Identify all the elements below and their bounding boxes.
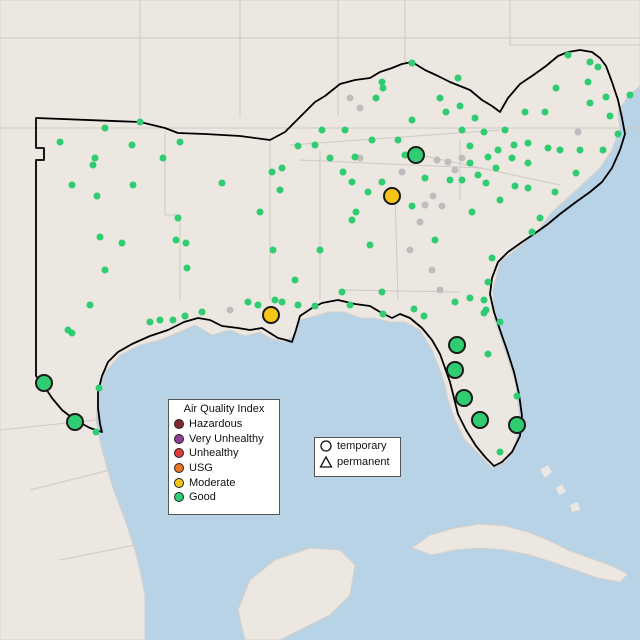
good-sites — [56, 51, 634, 456]
legend-swatch — [174, 463, 184, 474]
land-cuba — [410, 523, 629, 583]
legend-temporary: temporary — [315, 438, 400, 454]
legend-swatch — [174, 477, 184, 488]
legend-item-moderate: Moderate — [169, 475, 279, 490]
site-type-legend: temporary permanent — [314, 437, 401, 477]
good-temporary-sites — [35, 146, 526, 434]
region-outline — [35, 49, 626, 467]
land-bahamas — [540, 465, 580, 512]
legend-item-unhealthy: Unhealthy — [169, 446, 279, 461]
legend-label: Moderate — [189, 476, 236, 489]
legend-item-usg: USG — [169, 461, 279, 476]
legend-label: Good — [189, 491, 216, 504]
aqi-legend-title: Air Quality Index — [183, 403, 265, 415]
legend-swatch — [174, 419, 184, 430]
legend-label: Very Unhealthy — [189, 432, 264, 445]
legend-label: Unhealthy — [189, 447, 239, 460]
circle-icon — [320, 440, 332, 452]
inactive-sites — [226, 94, 582, 314]
legend-permanent: permanent — [315, 454, 400, 470]
triangle-icon — [319, 455, 333, 468]
legend-label: Hazardous — [189, 418, 243, 431]
aqi-legend: Air Quality Index Hazardous Very Unhealth… — [168, 399, 280, 515]
legend-item-very-unhealthy: Very Unhealthy — [169, 432, 279, 447]
legend-item-good: Good — [169, 490, 279, 505]
legend-permanent-label: permanent — [337, 456, 390, 468]
legend-item-hazardous: Hazardous — [169, 417, 279, 432]
moderate-temporary-sites — [262, 187, 401, 324]
land-yucatan — [237, 547, 356, 640]
legend-swatch — [174, 433, 184, 444]
legend-temporary-label: temporary — [337, 440, 387, 452]
legend-label: USG — [189, 462, 213, 475]
legend-swatch — [174, 492, 184, 503]
legend-swatch — [174, 448, 184, 459]
